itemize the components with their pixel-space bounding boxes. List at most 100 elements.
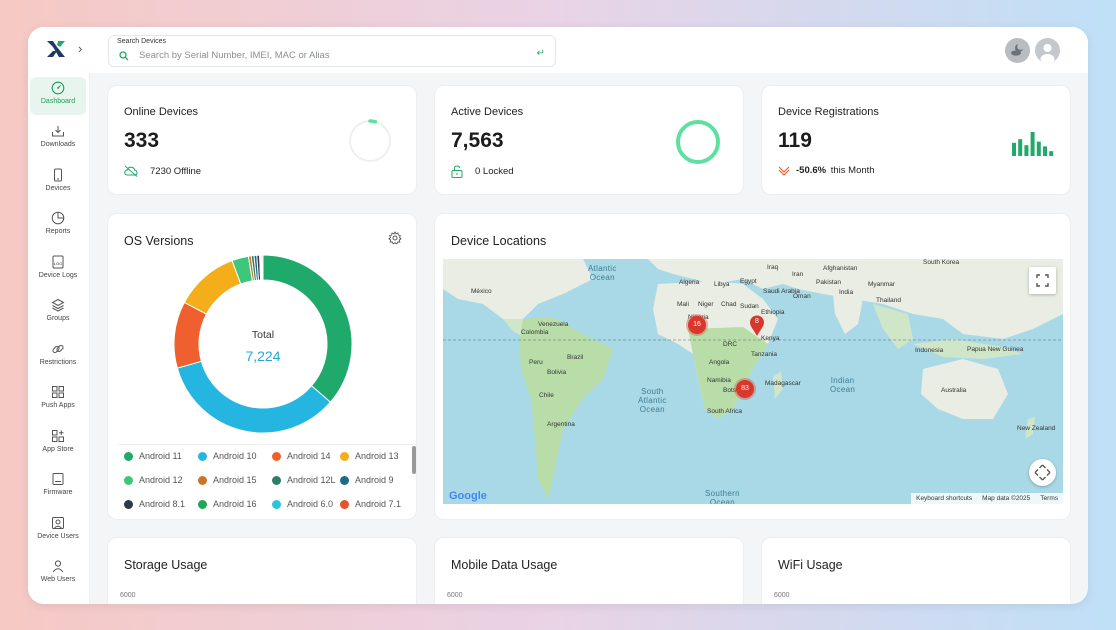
sidebar-expand-chevron-icon[interactable]: › <box>78 41 83 56</box>
os-versions-card: OS Versions Total 7,224 Android 11 Androi… <box>107 213 417 520</box>
user-avatar-button[interactable] <box>1035 38 1060 63</box>
ocean-label-indian: Indian Ocean <box>830 376 856 394</box>
legend-dot <box>198 475 207 485</box>
legend-dot <box>124 475 133 485</box>
search-input[interactable] <box>139 48 519 62</box>
map-pin-icon <box>750 315 764 336</box>
country-label: Mali <box>677 301 689 308</box>
card-title: Active Devices <box>451 106 524 118</box>
app-window: › Search Devices ↵ <box>28 27 1088 604</box>
country-label: Kenya <box>761 335 780 342</box>
donut-slice[interactable] <box>183 259 242 315</box>
active-count: 7,563 <box>451 129 504 152</box>
users-icon <box>52 560 64 573</box>
sidebar-item-groups[interactable]: Groups <box>30 294 86 332</box>
online-devices-card[interactable]: Online Devices 333 7230 Offline <box>107 85 417 195</box>
country-label: Papua New Guinea <box>967 346 1024 353</box>
cloud-off-icon <box>124 165 138 177</box>
legend-dot <box>272 499 281 509</box>
legend-scrollbar[interactable] <box>412 446 416 474</box>
map-pan-control-button[interactable] <box>1029 459 1056 486</box>
country-label: South Africa <box>707 408 743 415</box>
keyboard-shortcuts-link[interactable]: Keyboard shortcuts <box>916 495 973 502</box>
legend-dot <box>124 499 133 509</box>
ocean-label-south-atlantic: South Atlantic Ocean <box>638 387 667 414</box>
unlock-icon <box>451 165 463 178</box>
legend-label: Android 13 <box>355 451 399 461</box>
map-data-text: Map data ©2025 <box>982 495 1031 502</box>
map-pin-marker[interactable]: 8 <box>749 315 765 342</box>
legend-item[interactable]: Android 9 <box>340 475 394 485</box>
donut-slice[interactable] <box>176 360 332 434</box>
legend-item[interactable]: Android 14 <box>272 451 331 461</box>
sidebar-item-push-apps[interactable]: Push Apps <box>30 381 86 419</box>
legend-item[interactable]: Android 10 <box>198 451 257 461</box>
search-label: Search Devices <box>117 38 167 45</box>
legend-label: Android 9 <box>355 475 394 485</box>
user-badge-icon <box>52 517 64 529</box>
terms-link[interactable]: Terms <box>1040 495 1058 502</box>
brand-logo-icon[interactable] <box>44 37 68 61</box>
y-tick-label: 6000 <box>447 592 463 599</box>
sidebar-item-label: Downloads <box>40 141 76 148</box>
active-progress-arc <box>676 120 720 164</box>
enter-icon[interactable]: ↵ <box>536 48 545 59</box>
sidebar-item-label: Dashboard <box>40 98 76 105</box>
legend-label: Android 12 <box>139 475 183 485</box>
sidebar-item-devices[interactable]: Devices <box>30 164 86 202</box>
online-progress-ring <box>348 119 392 163</box>
map-cluster-marker[interactable]: 16 <box>688 316 706 334</box>
sidebar-item-app-store[interactable]: App Store <box>30 425 86 463</box>
legend-item[interactable]: Android 12L <box>272 475 336 485</box>
legend-item[interactable]: Android 15 <box>198 475 257 485</box>
sidebar-item-device-logs[interactable]: LOG Device Logs <box>30 251 86 289</box>
country-label: India <box>839 289 854 296</box>
sidebar-item-restrictions[interactable]: Restrictions <box>30 338 86 376</box>
legend-item[interactable]: Android 8.1 <box>124 499 185 509</box>
country-label: Ethiopia <box>761 309 785 316</box>
country-label: Colombia <box>521 329 549 336</box>
theme-toggle-button[interactable] <box>1005 38 1030 63</box>
apps-grid-icon <box>52 386 64 398</box>
app-store-icon <box>52 430 64 442</box>
legend-label: Android 16 <box>213 499 257 509</box>
device-registrations-card[interactable]: Device Registrations 119 -50.6% this Mon… <box>761 85 1071 195</box>
legend-item[interactable]: Android 11 <box>124 451 182 461</box>
donut-slice[interactable] <box>261 254 264 281</box>
map-fullscreen-button[interactable] <box>1029 267 1056 294</box>
legend-label: Android 7.1 <box>355 499 402 509</box>
y-tick-label: 6000 <box>120 592 136 599</box>
gear-icon[interactable] <box>388 231 402 245</box>
sidebar-item-downloads[interactable]: Downloads <box>30 120 86 158</box>
country-label: South Korea <box>923 259 960 266</box>
legend-item[interactable]: Android 16 <box>198 499 257 509</box>
country-label: Egypt <box>740 278 757 285</box>
log-icon-text: LOG <box>54 261 62 266</box>
legend-item[interactable]: Android 12 <box>124 475 183 485</box>
registration-bar <box>1012 142 1016 156</box>
registrations-change: -50.6% <box>796 165 827 176</box>
registrations-count: 119 <box>778 129 812 152</box>
country-label: Tanzania <box>751 351 778 358</box>
legend-item[interactable]: Android 13 <box>340 451 399 461</box>
pie-chart-icon <box>51 211 65 225</box>
legend-dot <box>340 451 349 461</box>
country-label: Thailand <box>876 297 901 304</box>
sidebar-item-web-users[interactable]: Web Users <box>30 555 86 593</box>
registrations-sparkbars <box>1012 132 1054 156</box>
legend-item[interactable]: Android 7.1 <box>340 499 401 509</box>
world-map[interactable]: Atlantic Ocean South Atlantic Ocean Indi… <box>443 259 1063 504</box>
sidebar-item-label: Reports <box>45 228 71 235</box>
ocean-label-north-atlantic: Atlantic Ocean <box>588 264 617 282</box>
map-footer: Keyboard shortcuts Map data ©2025 Terms <box>911 493 1063 504</box>
sidebar-item-reports[interactable]: Reports <box>30 207 86 245</box>
active-devices-card[interactable]: Active Devices 7,563 0 Locked <box>434 85 744 195</box>
y-tick-label: 6000 <box>774 592 790 599</box>
sidebar-item-dashboard[interactable]: Dashboard <box>30 77 86 115</box>
card-title: Online Devices <box>124 106 198 118</box>
registration-bar <box>1024 145 1029 156</box>
sidebar-item-firmware[interactable]: Firmware <box>30 468 86 506</box>
map-cluster-marker[interactable]: 83 <box>736 380 754 398</box>
sidebar-item-device-users[interactable]: Device Users <box>30 512 86 550</box>
legend-item[interactable]: Android 6.0 <box>272 499 333 509</box>
